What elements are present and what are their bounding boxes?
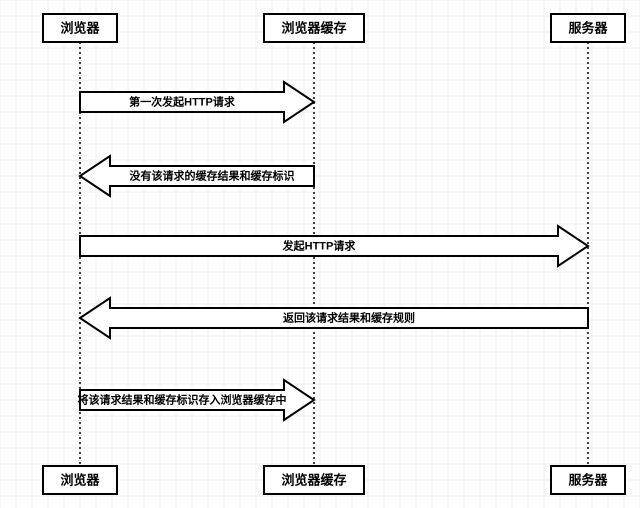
message-label: 返回该请求结果和缓存规则 — [283, 310, 415, 324]
message-label: 第一次发起HTTP请求 — [129, 94, 236, 108]
message-label: 发起HTTP请求 — [282, 238, 357, 252]
participant-label: 浏览器缓存 — [281, 20, 346, 35]
participant-top-cache: 浏览器缓存 — [264, 14, 364, 42]
participant-bottom-cache: 浏览器缓存 — [264, 466, 364, 494]
participant-bottom-browser: 浏览器 — [43, 466, 117, 494]
participant-top-browser: 浏览器 — [43, 14, 117, 42]
participant-top-server: 服务器 — [551, 14, 625, 42]
sequence-diagram: 浏览器浏览器缓存服务器浏览器浏览器缓存服务器第一次发起HTTP请求没有该请求的缓… — [0, 0, 640, 508]
message-label: 没有该请求的缓存结果和缓存标识 — [130, 168, 295, 182]
message-label: 将该请求结果和缓存标识存入浏览器缓存中 — [78, 392, 287, 406]
participant-label: 服务器 — [568, 20, 608, 35]
participant-label: 服务器 — [568, 472, 608, 487]
participant-label: 浏览器缓存 — [281, 472, 346, 487]
participant-bottom-server: 服务器 — [551, 466, 625, 494]
participant-label: 浏览器 — [60, 20, 100, 35]
participant-label: 浏览器 — [60, 472, 100, 487]
